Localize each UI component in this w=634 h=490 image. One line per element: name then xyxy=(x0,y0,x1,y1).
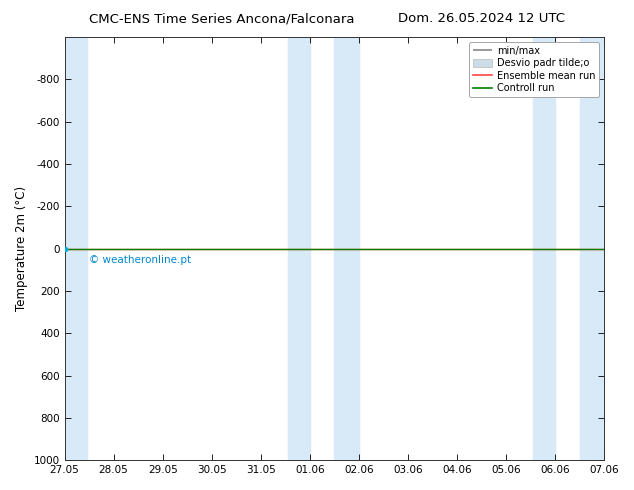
Y-axis label: Temperature 2m (°C): Temperature 2m (°C) xyxy=(15,186,28,311)
Text: CMC-ENS Time Series Ancona/Falconara: CMC-ENS Time Series Ancona/Falconara xyxy=(89,12,354,25)
Bar xyxy=(288,37,310,460)
Bar xyxy=(533,37,555,460)
Legend: min/max, Desvio padr tilde;o, Ensemble mean run, Controll run: min/max, Desvio padr tilde;o, Ensemble m… xyxy=(469,42,599,97)
Text: Dom. 26.05.2024 12 UTC: Dom. 26.05.2024 12 UTC xyxy=(398,12,566,25)
Bar xyxy=(334,37,359,460)
Bar xyxy=(579,37,604,460)
Text: © weatheronline.pt: © weatheronline.pt xyxy=(89,255,191,265)
Bar xyxy=(65,37,87,460)
